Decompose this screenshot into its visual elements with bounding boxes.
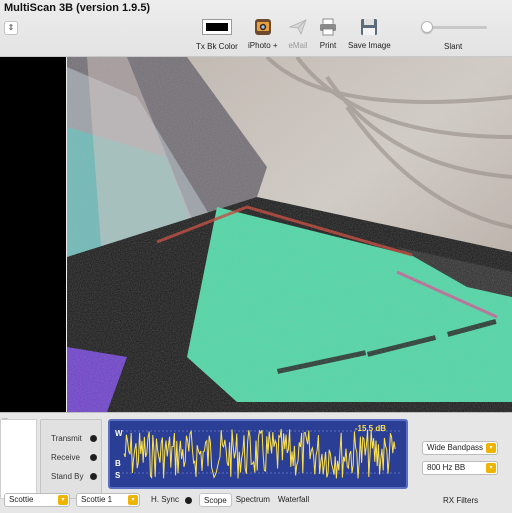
receive-status: Receive [51, 453, 101, 462]
mode-select[interactable]: Scottie ▾ [4, 493, 70, 507]
chevron-updown-icon: ▾ [58, 495, 68, 505]
printer-icon [316, 16, 340, 38]
transmit-label: Transmit [51, 434, 82, 443]
chevron-updown-icon: ▾ [486, 443, 496, 453]
color-well[interactable] [201, 19, 232, 35]
scope-trace [122, 428, 400, 479]
bottom-panel: ... Transmit Receive Stand By W [0, 412, 512, 513]
slant-slider[interactable] [421, 20, 487, 36]
status-box: Transmit Receive Stand By [40, 419, 102, 499]
transmit-led-icon [90, 435, 97, 442]
chevron-updown-icon: ▾ [128, 495, 138, 505]
chevron-updown-icon: ▾ [486, 463, 496, 473]
iphoto-icon [251, 16, 275, 38]
paper-plane-icon [286, 16, 310, 38]
bandpass-select[interactable]: Wide Bandpass ▾ [422, 441, 498, 455]
left-black-pane [0, 57, 66, 412]
standby-status: Stand By [51, 472, 101, 481]
display-tabs: Scope Spectrum Waterfall [199, 493, 313, 507]
image-thumbnail-list[interactable]: ... [0, 414, 37, 499]
received-image[interactable] [67, 57, 512, 412]
updown-arrows-icon[interactable]: ⇕ [4, 21, 18, 35]
slant-slider-thumb[interactable] [421, 21, 433, 33]
list-dots: ... [2, 414, 8, 421]
tab-scope[interactable]: Scope [199, 493, 232, 507]
print-button[interactable]: Print [316, 16, 340, 50]
save-image-label: Save Image [348, 41, 391, 50]
print-label: Print [319, 41, 337, 50]
save-image-button[interactable]: Save Image [348, 16, 391, 50]
scope-label-s: S [115, 471, 121, 480]
submode-value: Scottie 1 [81, 495, 113, 504]
iphoto-button[interactable]: iPhoto + [248, 16, 278, 50]
bandpass-value: Wide Bandpass [427, 443, 484, 452]
tx-bk-color-button[interactable]: Tx Bk Color [196, 16, 238, 51]
toolbar: MultiScan 3B (version 1.9.5) ⇕ Tx Bk Col… [0, 0, 512, 57]
floppy-disk-icon [357, 16, 381, 38]
rx-filters-label: RX Filters [443, 496, 479, 505]
tx-bk-color-label: Tx Bk Color [196, 42, 238, 51]
submode-select[interactable]: Scottie 1 ▾ [76, 493, 140, 507]
scope-label-w: W [115, 429, 123, 438]
scope-level-readout: -15.5 dB [354, 424, 386, 433]
scope-label-b: B [115, 459, 121, 468]
window-title: MultiScan 3B (version 1.9.5) [4, 2, 151, 14]
hsync-label: H. Sync [151, 495, 180, 504]
slant-label: Slant [444, 42, 463, 51]
standby-led-icon [90, 473, 97, 480]
email-button[interactable]: eMail [286, 16, 310, 50]
transmit-status: Transmit [51, 434, 101, 443]
mode-value: Scottie [9, 495, 34, 504]
hsync-led-icon [185, 497, 192, 504]
tab-spectrum[interactable]: Spectrum [235, 495, 270, 504]
scope-display: W B S -15.5 dB [108, 419, 408, 489]
slant-slider-track [421, 26, 487, 29]
standby-label: Stand By [51, 472, 84, 481]
email-label: eMail [288, 41, 308, 50]
iphoto-label: iPhoto + [248, 41, 278, 50]
tab-waterfall[interactable]: Waterfall [277, 495, 310, 504]
bb-filter-select[interactable]: 800 Hz BB ▾ [422, 461, 498, 475]
bb-filter-value: 800 Hz BB [427, 463, 466, 472]
receive-led-icon [90, 454, 97, 461]
receive-label: Receive [51, 453, 80, 462]
